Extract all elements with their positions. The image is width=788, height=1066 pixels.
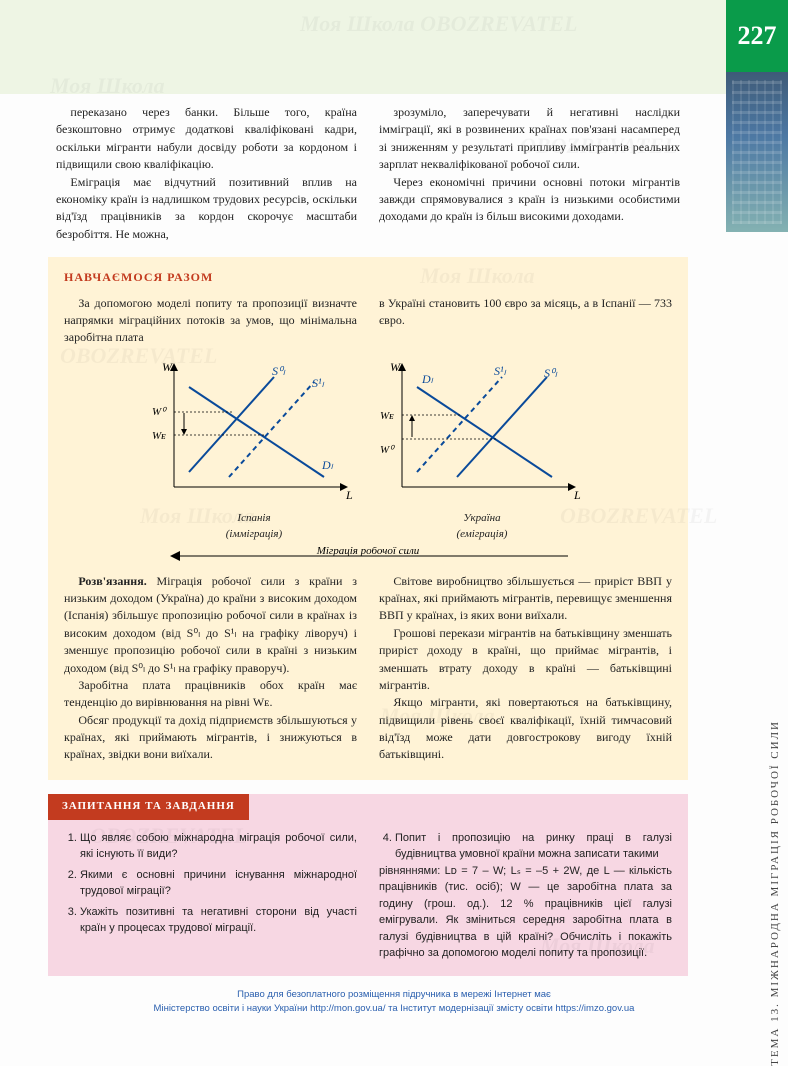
solution-p6: Якщо мігранти, які повертаються на батьк… [379, 694, 672, 764]
intro-p3: зрозуміло, заперечувати й негативні насл… [379, 104, 680, 174]
w0-label: W⁰ [152, 406, 167, 418]
questions-columns: Що являє собою міжнародна міграція робоч… [64, 830, 672, 962]
page-number: 227 [726, 0, 788, 72]
solution-p1-text: Міграція робочої сили з країни з низьким… [64, 574, 357, 675]
charts-row: W L Dₗ S⁰ₗ S¹ₗ W⁰ Wᴇ [64, 357, 672, 543]
learn-together-box: НАВЧАЄМОСЯ РАЗОМ За допомогою моделі поп… [48, 257, 688, 780]
chart-spain-svg: W L Dₗ S⁰ₗ S¹ₗ W⁰ Wᴇ [144, 357, 364, 507]
top-band [0, 0, 726, 94]
task-left: За допомогою моделі попиту та пропозиції… [64, 295, 357, 347]
sl0-label: S⁰ₗ [272, 364, 286, 378]
question-4: Попит і пропозицію на ринку праці в галу… [395, 830, 672, 863]
sl1-label-r: S¹ₗ [494, 364, 507, 378]
sl1-label: S¹ₗ [312, 376, 325, 390]
solution-p1: Розв'язання. Міграція робочої сили з кра… [64, 573, 357, 677]
dl-label: Dₗ [321, 458, 334, 472]
page-content: переказано через банки. Більше того, кра… [56, 104, 680, 976]
axis-w-r: W [390, 360, 401, 374]
question-4-cont: рівняннями: Lᴅ = 7 – W; Lₛ = –5 + 2W, де… [379, 863, 672, 962]
chart-ukraine-svg: W L Dₗ S⁰ₗ S¹ₗ Wᴇ W⁰ [372, 357, 592, 507]
question-1: Що являє собою міжнародна міграція робоч… [80, 830, 357, 863]
migration-label: Міграція робочої сили [316, 547, 420, 557]
footer-link1[interactable]: http://mon.gov.ua/ [310, 1003, 385, 1014]
solution-p5: Грошові перекази мігрантів на батьківщин… [379, 625, 672, 695]
solution-p3: Обсяг продукції та дохід підприємств збі… [64, 712, 357, 764]
task-right: в Україні становить 100 євро за місяць, … [379, 295, 672, 330]
axis-l: L [345, 488, 353, 502]
question-2: Якими є основні причини існування міжнар… [80, 867, 357, 900]
migration-arrow: Міграція робочої сили [64, 547, 672, 565]
dl-label-r: Dₗ [421, 372, 434, 386]
solution-p4: Світове виробництво збільшується — прирі… [379, 573, 672, 625]
footer-line2a: Міністерство освіти і науки України [154, 1003, 311, 1014]
sl0-label-r: S⁰ₗ [544, 366, 558, 380]
solution-p2: Заробітна плата працівників обох країн м… [64, 677, 357, 712]
intro-columns: переказано через банки. Більше того, кра… [56, 104, 680, 243]
intro-p1: переказано через банки. Більше того, кра… [56, 104, 357, 174]
w0-label-r: W⁰ [380, 444, 395, 456]
side-photo [726, 72, 788, 232]
footer-credit: Право для безоплатного розміщення підруч… [0, 988, 788, 1016]
chart-spain: W L Dₗ S⁰ₗ S¹ₗ W⁰ Wᴇ [144, 357, 364, 543]
learn-title: НАВЧАЄМОСЯ РАЗОМ [64, 269, 672, 286]
we-label-r: Wᴇ [380, 410, 394, 422]
solution-heading: Розв'язання. [78, 574, 146, 588]
solution-columns: Розв'язання. Міграція робочої сили з кра… [64, 573, 672, 764]
we-label: Wᴇ [152, 430, 166, 442]
footer-line1: Право для безоплатного розміщення підруч… [237, 989, 551, 1000]
footer-line2b: та Інститут модернізації змісту освіти [388, 1003, 555, 1014]
chart-ukraine-caption: Україна (еміграція) [372, 511, 592, 543]
question-3: Укажіть позитивні та негативні сторони в… [80, 904, 357, 937]
axis-w: W [162, 360, 173, 374]
chart-spain-caption: Іспанія (імміграція) [144, 511, 364, 543]
chart-ukraine: W L Dₗ S⁰ₗ S¹ₗ Wᴇ W⁰ [372, 357, 592, 543]
questions-box: ЗАПИТАННЯ ТА ЗАВДАННЯ Що являє собою між… [48, 794, 688, 976]
axis-l-r: L [573, 488, 581, 502]
intro-p2: Еміграція має відчутний позитивний вплив… [56, 174, 357, 244]
questions-title: ЗАПИТАННЯ ТА ЗАВДАННЯ [48, 794, 249, 820]
task-columns: За допомогою моделі попиту та пропозиції… [64, 295, 672, 347]
footer-link2[interactable]: https://imzo.gov.ua [555, 1003, 634, 1014]
intro-p4: Через економічні причини основні потоки … [379, 174, 680, 226]
